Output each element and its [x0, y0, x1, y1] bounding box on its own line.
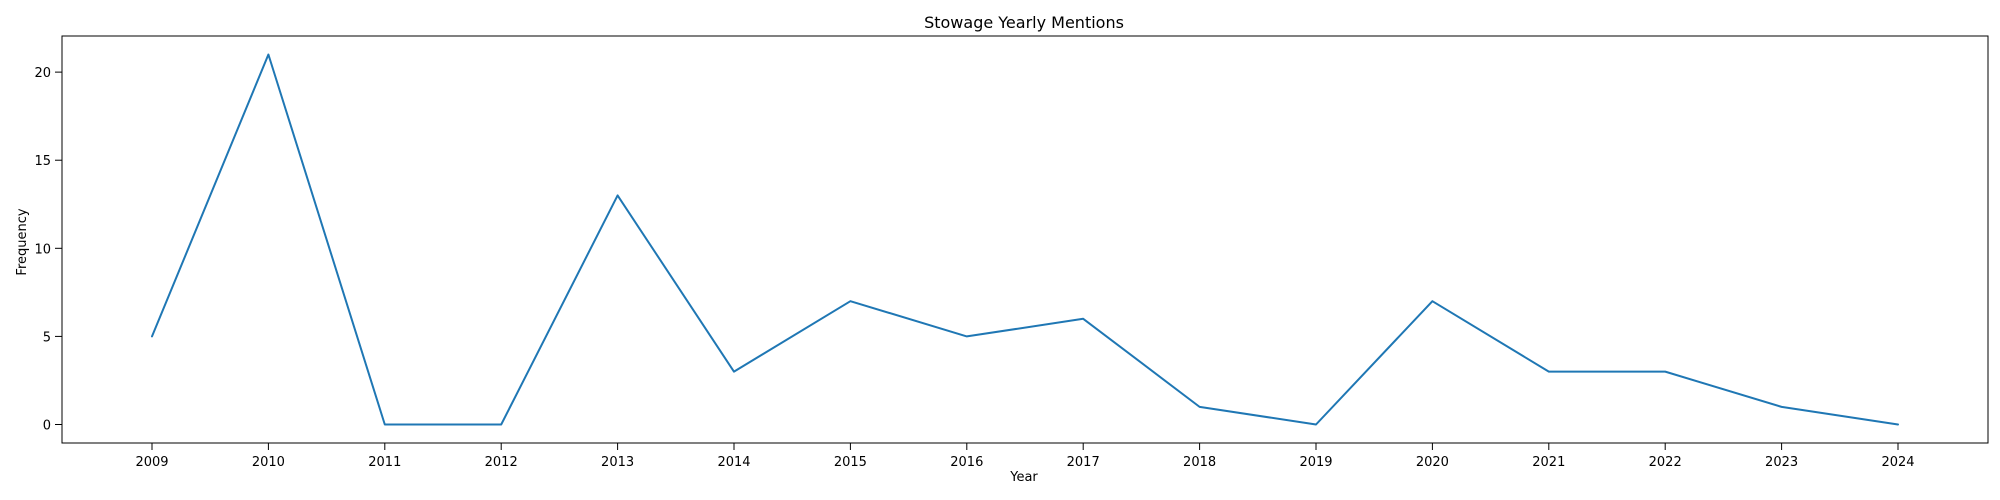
y-tick-label: 20 — [34, 66, 51, 81]
x-tick-label: 2020 — [1416, 455, 1449, 470]
x-tick-label: 2009 — [135, 455, 168, 470]
x-tick-label: 2024 — [1881, 455, 1914, 470]
x-tick-label: 2011 — [368, 455, 401, 470]
x-tick-label: 2019 — [1299, 455, 1332, 470]
x-tick-label: 2015 — [834, 455, 867, 470]
y-axis-label: Frequency — [15, 208, 30, 275]
x-tick-label: 2021 — [1532, 455, 1565, 470]
x-tick-label: 2017 — [1067, 455, 1100, 470]
x-tick-label: 2018 — [1183, 455, 1216, 470]
x-tick-label: 2012 — [485, 455, 518, 470]
y-tick-label: 5 — [43, 330, 51, 345]
x-tick-label: 2013 — [601, 455, 634, 470]
y-tick-label: 10 — [34, 242, 51, 257]
x-tick-label: 2016 — [950, 455, 983, 470]
plot-frame — [61, 35, 1989, 444]
y-tick-label: 15 — [34, 154, 51, 169]
x-axis-label: Year — [1009, 470, 1038, 485]
x-tick-label: 2014 — [717, 455, 750, 470]
x-tick-label: 2022 — [1649, 455, 1682, 470]
y-tick-label: 0 — [43, 419, 51, 434]
series-line — [151, 53, 1899, 426]
x-tick-label: 2010 — [252, 455, 285, 470]
chart-title: Stowage Yearly Mentions — [924, 13, 1124, 32]
plot-area: 0 5 10 15 20 2009 2010 2011 2012 2013 2014 2015 2016… — [34, 35, 1989, 470]
x-tick-label: 2023 — [1765, 455, 1798, 470]
